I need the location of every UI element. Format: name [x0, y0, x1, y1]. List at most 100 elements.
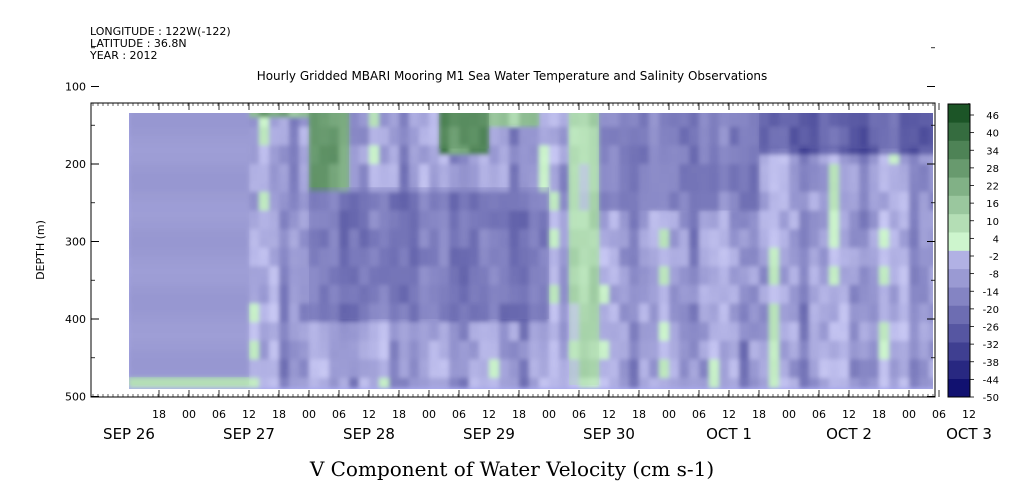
x-hour-tick-label: 12 [722, 408, 736, 421]
heatmap-cell [259, 331, 270, 342]
heatmap-cell [159, 303, 170, 314]
heatmap-cell [299, 173, 310, 184]
heatmap-cell [629, 294, 640, 305]
heatmap-cell [279, 350, 290, 360]
heatmap-cell [899, 350, 910, 360]
heatmap-cell [459, 34, 470, 44]
heatmap-cell [619, 303, 630, 314]
heatmap-cell [199, 331, 210, 342]
heatmap-cell [709, 210, 720, 221]
heatmap-cell [869, 43, 880, 53]
heatmap-cell [329, 312, 340, 323]
heatmap-cell [139, 350, 150, 360]
heatmap-cell [219, 238, 230, 249]
heatmap-cell [739, 257, 750, 267]
heatmap-cell [769, 219, 780, 230]
heatmap-cell [659, 173, 670, 184]
heatmap-cell [879, 182, 890, 193]
heatmap-cell [649, 368, 660, 379]
heatmap-cell [759, 126, 770, 137]
heatmap-cell [999, 52, 1009, 62]
heatmap-cell [929, 52, 940, 62]
heatmap-cell [399, 331, 410, 342]
heatmap-cell [469, 201, 480, 212]
heatmap-cell [999, 99, 1009, 109]
heatmap-cell [859, 52, 870, 62]
heatmap-cell [649, 350, 660, 360]
heatmap-cell [179, 350, 190, 360]
heatmap-cell [829, 201, 840, 212]
heatmap-cell [609, 117, 620, 128]
heatmap-cell [269, 145, 280, 156]
heatmap-cell [729, 331, 740, 342]
heatmap-cell [649, 154, 660, 165]
heatmap-cell [379, 331, 390, 342]
heatmap-cell [849, 210, 860, 221]
x-hour-tick-label: 06 [452, 408, 466, 421]
heatmap-cell [189, 164, 200, 174]
heatmap-cell [369, 154, 380, 165]
heatmap-cell [299, 164, 310, 174]
heatmap-cell [529, 257, 540, 267]
heatmap-cell [439, 154, 450, 165]
heatmap-cell [289, 340, 300, 351]
heatmap-cell [399, 266, 410, 277]
heatmap-cell [239, 266, 250, 277]
heatmap-cell [719, 113, 730, 119]
colorbar-swatch [948, 287, 970, 306]
heatmap-cell [309, 368, 320, 379]
heatmap-cell [809, 113, 820, 119]
heatmap-cell [269, 257, 280, 267]
heatmap-cell [619, 191, 630, 202]
heatmap-cell [729, 154, 740, 165]
heatmap-cell [539, 182, 550, 193]
heatmap-cell [709, 90, 720, 100]
x-day-label: SEP 30 [583, 425, 635, 443]
heatmap-cell [539, 266, 550, 277]
heatmap-cell [319, 90, 330, 100]
heatmap-cell [239, 210, 250, 221]
heatmap-cell [169, 52, 180, 62]
heatmap-cell [899, 219, 910, 230]
heatmap-cell [769, 257, 780, 267]
heatmap-cell [669, 154, 680, 165]
heatmap-cell [419, 238, 430, 249]
heatmap-cell [969, 71, 980, 81]
heatmap-cell [319, 52, 330, 62]
heatmap-cell [769, 71, 780, 81]
heatmap-cell [919, 113, 930, 119]
heatmap-cell [629, 25, 640, 35]
heatmap-cell [299, 229, 310, 239]
heatmap-cell [849, 145, 860, 156]
heatmap-cell [789, 219, 800, 230]
heatmap-cell [199, 359, 210, 370]
heatmap-cell [299, 43, 310, 53]
heatmap-cell [899, 71, 910, 81]
heatmap-cell [369, 90, 380, 100]
heatmap-cell [489, 25, 500, 35]
heatmap-cell [229, 43, 240, 53]
heatmap-cell [889, 331, 900, 342]
heatmap-cell [179, 312, 190, 323]
heatmap-cell [219, 359, 230, 370]
heatmap-cell [209, 90, 220, 100]
heatmap-cell [369, 340, 380, 351]
heatmap-cell [699, 322, 710, 332]
heatmap-cell [359, 247, 370, 258]
heatmap-cell [299, 126, 310, 137]
heatmap-cell [449, 312, 460, 323]
heatmap-cell [979, 99, 990, 109]
heatmap-cell [819, 210, 830, 221]
heatmap-cell [999, 313, 1009, 323]
heatmap-cell [619, 182, 630, 193]
heatmap-cell [559, 117, 570, 128]
heatmap-cell [539, 154, 550, 165]
heatmap-cell [349, 303, 360, 314]
heatmap-cell [909, 303, 920, 314]
heatmap-cell [849, 113, 860, 119]
heatmap-cell [629, 284, 640, 295]
heatmap-cell [279, 303, 290, 314]
heatmap-cell [839, 247, 850, 258]
heatmap-cell [479, 247, 490, 258]
heatmap-cell [929, 368, 933, 379]
